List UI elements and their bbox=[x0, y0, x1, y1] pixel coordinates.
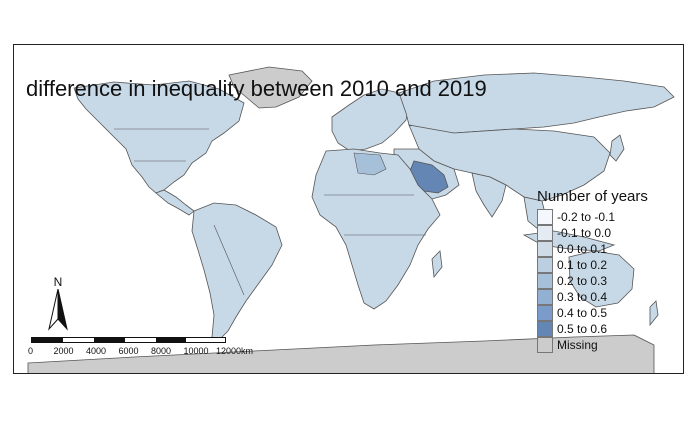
scale-tick-label: 6000 bbox=[118, 346, 139, 356]
legend-label: 0.5 to 0.6 bbox=[557, 322, 608, 336]
new-zealand bbox=[649, 300, 659, 327]
legend-label: 0.1 to 0.2 bbox=[557, 258, 608, 272]
legend-label: -0.1 to 0.0 bbox=[557, 226, 612, 240]
scale-tick-label: 10000 bbox=[183, 346, 209, 356]
japan bbox=[609, 134, 625, 162]
legend-label: 0.3 to 0.4 bbox=[557, 290, 608, 304]
south-america bbox=[191, 202, 283, 341]
greenland bbox=[228, 66, 313, 109]
scale-tick-label: 8000 bbox=[151, 346, 172, 356]
legend-swatch bbox=[537, 321, 553, 337]
legend-swatch bbox=[537, 209, 553, 225]
legend-title: Number of years bbox=[537, 188, 648, 205]
brazil-border bbox=[213, 224, 245, 296]
scale-tick-label: 12000km bbox=[216, 346, 254, 356]
legend-label: -0.2 to -0.1 bbox=[557, 210, 616, 224]
madagascar bbox=[431, 250, 443, 279]
legend-swatch bbox=[537, 241, 553, 257]
legend-label: 0.2 to 0.3 bbox=[557, 274, 608, 288]
central-america bbox=[155, 189, 195, 216]
legend-swatch bbox=[537, 257, 553, 273]
scale-tick-label: 4000 bbox=[86, 346, 107, 356]
world-map bbox=[27, 66, 675, 373]
scale-bar bbox=[31, 337, 226, 343]
legend-swatch bbox=[537, 273, 553, 289]
australia bbox=[568, 250, 635, 308]
north-label: N bbox=[53, 275, 63, 289]
map-panel: difference in inequality between 2010 an… bbox=[13, 44, 684, 374]
map-title: difference in inequality between 2010 an… bbox=[26, 76, 487, 101]
legend-label: 0.0 to 0.1 bbox=[557, 242, 608, 256]
north-arrow-icon bbox=[48, 289, 68, 331]
india bbox=[471, 172, 507, 218]
legend-swatch bbox=[537, 225, 553, 241]
north-africa-region bbox=[353, 152, 387, 176]
scale-tick-label: 0 bbox=[28, 346, 34, 356]
legend-label: Missing bbox=[557, 338, 598, 352]
legend-swatch bbox=[537, 337, 553, 353]
africa bbox=[311, 148, 441, 310]
north-arrow: N bbox=[47, 275, 69, 331]
legend-swatch bbox=[537, 305, 553, 321]
europe bbox=[331, 88, 410, 152]
north-america bbox=[73, 80, 245, 194]
scale-tick-label: 2000 bbox=[53, 346, 74, 356]
antarctica bbox=[27, 334, 655, 373]
legend-swatch bbox=[537, 289, 553, 305]
legend-label: 0.4 to 0.5 bbox=[557, 306, 608, 320]
